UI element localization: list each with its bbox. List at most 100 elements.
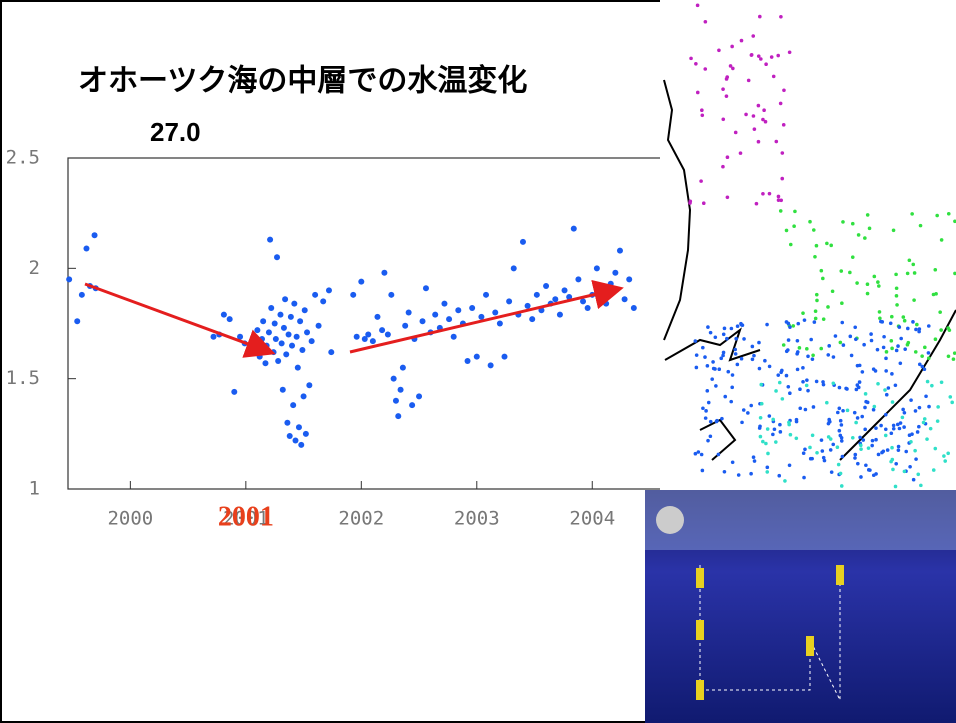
map-dot [841, 455, 845, 459]
map-dot [700, 453, 704, 457]
map-dot [927, 405, 931, 409]
map-dot [815, 380, 819, 384]
map-dot [782, 88, 786, 92]
data-point [469, 305, 475, 311]
data-point [552, 296, 558, 302]
data-point [455, 307, 461, 313]
map-dot [906, 272, 910, 276]
map-dot [947, 354, 951, 358]
data-point [416, 393, 422, 399]
map-dot [737, 473, 741, 477]
data-point [287, 433, 293, 439]
data-point [83, 245, 89, 251]
map-dot [838, 429, 842, 433]
data-point [571, 226, 577, 232]
map-dot [798, 387, 802, 391]
map-dot [785, 320, 789, 324]
data-point [478, 314, 484, 320]
map-dot [830, 470, 834, 474]
map-dot [729, 400, 733, 404]
plot-area: 11.522.520002001200220032004 [6, 147, 668, 530]
map-image [660, 0, 956, 490]
data-point [288, 314, 294, 320]
map-dot [717, 48, 721, 52]
map-dot [863, 406, 867, 410]
data-point [603, 301, 609, 307]
data-point [286, 332, 292, 338]
map-dot [895, 286, 899, 290]
map-dot [864, 392, 868, 396]
map-dot [858, 364, 862, 368]
map-dot [721, 165, 725, 169]
map-dot [815, 299, 819, 303]
map-dot [890, 347, 894, 351]
data-point [529, 316, 535, 322]
map-dot [812, 405, 816, 409]
map-dot [840, 423, 844, 427]
map-dot [736, 363, 740, 367]
data-point [502, 354, 508, 360]
map-dot [890, 315, 894, 319]
data-point [446, 316, 452, 322]
map-dot [803, 448, 807, 452]
y-tick-label: 2.5 [6, 147, 40, 169]
map-dot [899, 361, 903, 365]
map-dot [695, 353, 699, 357]
map-dot [791, 324, 795, 328]
map-dot [882, 346, 886, 350]
data-point [272, 321, 278, 327]
map-dot [878, 310, 882, 314]
map-dot [761, 440, 765, 444]
map-dot [776, 373, 780, 377]
map-dot [841, 220, 845, 224]
map-dot [853, 456, 857, 460]
map-dot [766, 452, 770, 456]
map-dot [827, 435, 831, 439]
map-dot [839, 341, 843, 345]
map-dot [898, 325, 902, 329]
data-point [474, 354, 480, 360]
map-dot [706, 439, 710, 443]
map-dot [780, 177, 784, 181]
map-dot [783, 479, 787, 483]
map-dot [700, 114, 704, 118]
map-dot [694, 62, 698, 66]
map-dot [700, 108, 704, 112]
map-dot [879, 320, 883, 324]
map-dot [933, 447, 937, 451]
map-dot [890, 339, 894, 343]
map-dot [832, 355, 836, 359]
map-background [660, 0, 956, 490]
map-dot [822, 383, 826, 387]
map-dot [859, 443, 863, 447]
data-point [423, 285, 429, 291]
map-dot [764, 62, 768, 66]
map-dot [879, 424, 883, 428]
data-point [271, 349, 277, 355]
map-dot [788, 391, 792, 395]
data-point [284, 420, 290, 426]
map-dot [779, 15, 783, 19]
map-dot [895, 349, 899, 353]
map-dot [924, 394, 928, 398]
data-point [289, 343, 295, 349]
map-dot [741, 323, 745, 327]
data-point [302, 307, 308, 313]
map-dot [795, 418, 799, 422]
map-dot [856, 416, 860, 420]
chart-title: オホーツク海の中層での水温変化 [78, 64, 527, 99]
map-dot [711, 360, 715, 364]
map-dot [723, 395, 727, 399]
map-dot [811, 354, 815, 358]
data-point [264, 343, 270, 349]
data-point [562, 287, 568, 293]
data-point [306, 382, 312, 388]
map-dot [850, 354, 854, 358]
map-dot [851, 255, 855, 259]
map-dot [927, 351, 931, 355]
map-dot [806, 389, 810, 393]
map-dot [840, 321, 844, 325]
map-dot [866, 213, 870, 217]
data-point [309, 338, 315, 344]
map-dot [871, 439, 875, 443]
